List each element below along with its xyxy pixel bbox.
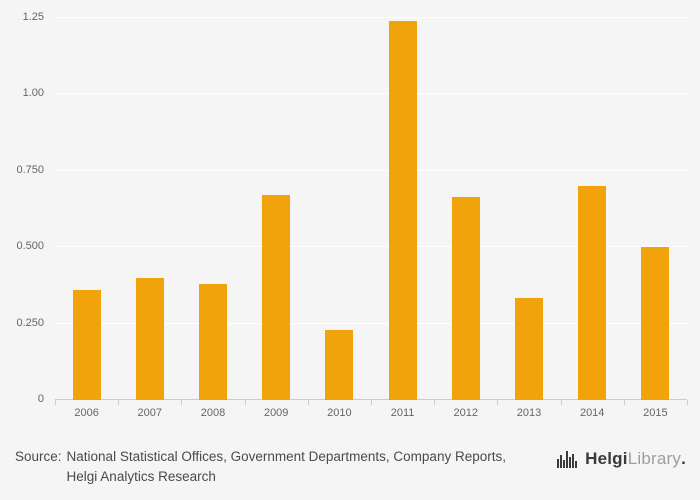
helgi-library-logo: HelgiLibrary.: [557, 449, 686, 469]
x-axis-label-2008: 2008: [200, 407, 226, 419]
gridline-0.750: [55, 169, 687, 171]
y-axis-label-0.750: 0.750: [16, 163, 44, 176]
source-text: National Statistical Offices, Government…: [66, 449, 506, 484]
bar-2006[interactable]: [72, 289, 101, 400]
x-axis-label-2010: 2010: [327, 407, 352, 419]
bar-2009[interactable]: [262, 195, 291, 400]
gridline-1.25: [55, 17, 687, 18]
y-axis-label-1.25: 1.25: [22, 11, 44, 23]
x-axis-label-2009: 2009: [263, 407, 289, 419]
x-axis-tick: [244, 400, 246, 405]
x-axis-label-2006: 2006: [74, 407, 99, 419]
x-axis-tick: [371, 400, 372, 405]
x-axis-tick: [55, 400, 56, 405]
x-axis-tick: [623, 400, 625, 405]
gridline-1.00: [55, 93, 687, 95]
x-axis-label-2014: 2014: [579, 407, 605, 419]
x-axis-label-2012: 2012: [453, 407, 479, 419]
bar-chart-logo-icon: [557, 450, 579, 468]
x-axis-label-2007: 2007: [137, 407, 163, 419]
x-axis-label-2015: 2015: [643, 407, 668, 419]
y-axis: 0 0.250 0.500 0.750 1.00 1.25: [0, 11, 48, 405]
x-axis-tick: [118, 400, 120, 405]
logo-wordmark: HelgiLibrary.: [585, 449, 686, 469]
bar-2007[interactable]: [135, 277, 164, 400]
y-axis-label-0.250: 0.250: [16, 316, 44, 329]
y-axis-label-0: 0: [37, 393, 44, 405]
gridline-0: [55, 399, 687, 400]
bar-2011[interactable]: [388, 21, 417, 400]
x-axis-tick: [497, 400, 499, 405]
x-axis-tick: [687, 400, 688, 405]
bar-2008[interactable]: [199, 283, 227, 400]
x-axis-tick: [181, 400, 183, 405]
logo-primary: Helgi: [585, 449, 628, 468]
bar-2010[interactable]: [325, 329, 354, 400]
x-axis-tick: [560, 400, 562, 405]
bar-2015[interactable]: [641, 247, 670, 400]
x-axis-label-2011: 2011: [390, 407, 415, 419]
source-label: Source:: [15, 449, 62, 464]
bar-2014[interactable]: [578, 186, 607, 400]
x-axis: 2006 2007 2008 2009 2010 2011 2012 2013 2014 2015: [55, 400, 688, 422]
bar-2013[interactable]: [515, 297, 543, 400]
logo-period: .: [681, 449, 686, 468]
x-axis-tick: [434, 400, 436, 405]
gridline-0.250: [55, 322, 687, 324]
logo-secondary: Library: [627, 449, 682, 468]
x-axis-tick: [307, 400, 309, 405]
gridline-0.500: [55, 246, 687, 248]
plot-area: [55, 17, 687, 400]
y-axis-label-0.500: 0.500: [16, 240, 44, 253]
source-note: Source: National Statistical Offices, Go…: [15, 447, 529, 486]
y-axis-label-1.00: 1.00: [22, 87, 44, 100]
x-axis-label-2013: 2013: [516, 407, 542, 419]
bar-2012[interactable]: [451, 196, 480, 400]
